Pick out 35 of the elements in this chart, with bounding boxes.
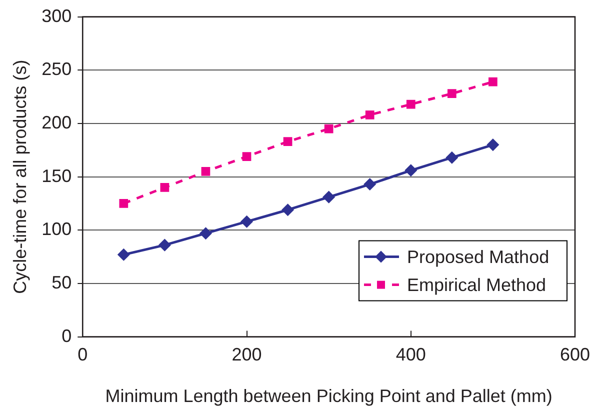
point [447, 89, 456, 98]
x-tick-label: 600 [560, 344, 590, 365]
x-tick-label: 0 [78, 344, 88, 365]
point [487, 139, 499, 151]
point [242, 152, 252, 161]
point [201, 167, 210, 176]
y-tick-label: 200 [42, 112, 72, 132]
point [241, 216, 253, 228]
point [283, 137, 292, 146]
y-tick-label: 50 [52, 272, 72, 292]
point [364, 178, 376, 190]
x-tick-label: 200 [232, 344, 262, 365]
point [118, 248, 130, 260]
y-tick-label: 100 [42, 219, 72, 240]
x-axis-title: Minimum Length between Picking Point and Pallet (mm) [105, 386, 552, 406]
point [160, 183, 170, 192]
y-axis-title: Cycle-time for all products (s) [10, 60, 30, 294]
point [406, 100, 416, 109]
point [324, 124, 334, 134]
point [405, 164, 417, 176]
legend-label: Proposed Mathod [407, 246, 550, 267]
point [158, 239, 170, 251]
point [446, 152, 458, 164]
legend-label: Empirical Method [407, 274, 546, 295]
point [119, 199, 128, 208]
x-tick-label: 400 [396, 344, 426, 365]
y-tick-label: 150 [42, 166, 72, 186]
y-tick-label: 250 [42, 59, 72, 80]
point [200, 228, 212, 240]
point [365, 110, 374, 120]
y-tick-label: 300 [42, 6, 72, 26]
point [282, 204, 294, 216]
y-tick-label: 0 [62, 326, 72, 346]
point [488, 77, 498, 86]
point [323, 191, 335, 203]
